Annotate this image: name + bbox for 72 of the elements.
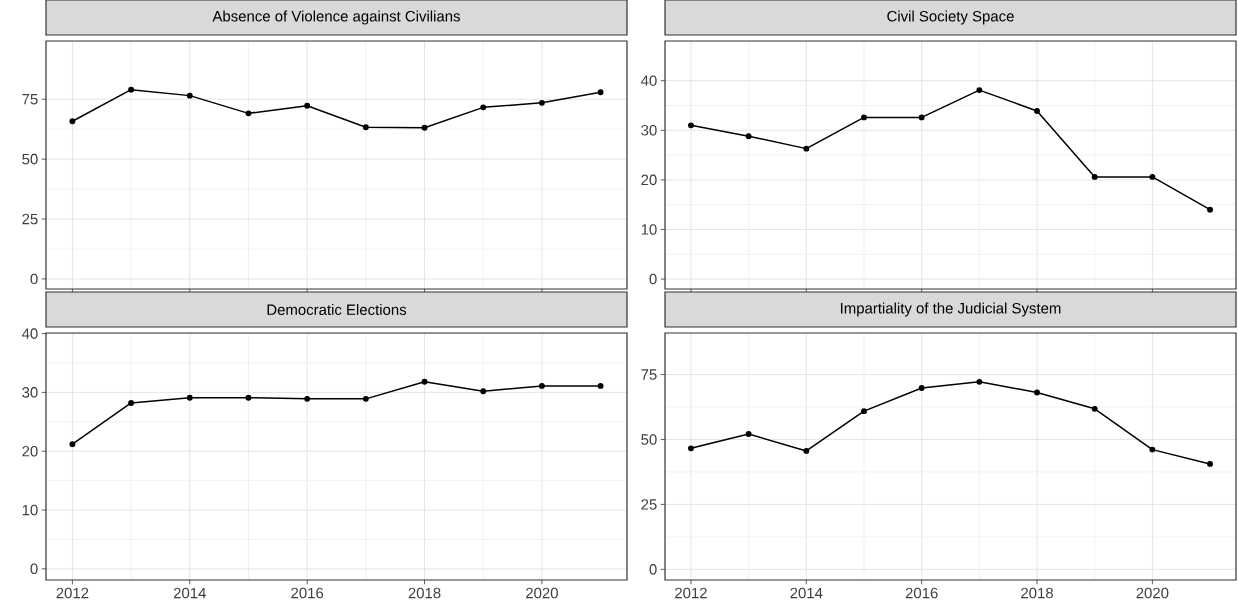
point <box>245 110 252 117</box>
point <box>69 118 76 125</box>
point <box>128 400 135 406</box>
chart-title: Democratic Elections <box>267 304 407 316</box>
chart-title: Impartiality of the Judicial System <box>841 302 1061 317</box>
x-tick-label: 2020 <box>1136 587 1169 599</box>
point <box>538 99 545 106</box>
y-tick-label: 0 <box>30 563 38 575</box>
chart-title: Civil Society Space <box>887 10 1014 25</box>
point <box>745 431 752 437</box>
point <box>480 104 487 111</box>
point <box>538 382 545 389</box>
x-tick-label: 2014 <box>790 587 823 599</box>
point <box>597 89 604 96</box>
x-tick-label: 2014 <box>173 587 206 599</box>
point <box>1091 405 1098 412</box>
y-tick-label: 30 <box>22 387 38 398</box>
point <box>480 388 487 395</box>
x-tick-label: 2018 <box>408 587 441 599</box>
point <box>1207 460 1213 467</box>
point <box>976 87 983 94</box>
x-tick-label: 2020 <box>526 587 558 599</box>
y-tick-label: 0 <box>30 273 38 285</box>
point <box>128 86 135 93</box>
y-tick-label: 25 <box>641 499 657 510</box>
point <box>1149 446 1156 453</box>
x-tick-label: 2016 <box>291 587 324 599</box>
x-tick-label: 2012 <box>56 587 89 599</box>
y-tick-label: 50 <box>22 153 38 165</box>
y-tick-label: 50 <box>641 434 657 445</box>
point <box>688 445 694 452</box>
y-tick-label: 0 <box>649 564 657 575</box>
point <box>245 394 252 401</box>
y-tick-label: 20 <box>641 174 657 186</box>
y-tick-label: 30 <box>641 124 657 136</box>
y-tick-label: 75 <box>641 369 657 380</box>
x-tick-label: 2012 <box>675 587 707 599</box>
y-tick-label: 10 <box>22 504 38 516</box>
point <box>1207 206 1213 213</box>
point <box>421 378 428 385</box>
point <box>803 447 810 454</box>
point <box>918 114 925 121</box>
point <box>304 395 311 402</box>
x-tick-label: 2016 <box>905 587 938 599</box>
point <box>918 385 925 391</box>
point <box>976 378 983 385</box>
y-tick-label: 75 <box>22 94 38 105</box>
point <box>803 145 810 152</box>
chart-title: Absence of Violence against Civilians <box>212 10 460 25</box>
y-tick-label: 40 <box>640 75 657 86</box>
point <box>1034 389 1040 396</box>
point <box>362 124 369 131</box>
point <box>1149 173 1156 180</box>
point <box>421 124 428 131</box>
point <box>362 395 369 402</box>
y-tick-label: 20 <box>22 445 38 457</box>
point <box>1034 107 1040 114</box>
y-tick-label: 10 <box>641 224 657 235</box>
y-tick-label: 25 <box>22 213 38 225</box>
point <box>186 394 193 401</box>
point <box>745 133 752 140</box>
point <box>69 441 76 448</box>
y-tick-label: 0 <box>649 273 657 285</box>
x-tick-label: 2018 <box>1021 587 1053 599</box>
point <box>688 122 694 129</box>
point <box>861 114 867 121</box>
point <box>186 92 193 99</box>
point <box>597 382 604 389</box>
point <box>861 408 867 415</box>
y-tick-label: 40 <box>21 328 38 339</box>
point <box>304 102 311 109</box>
point <box>1091 173 1098 180</box>
